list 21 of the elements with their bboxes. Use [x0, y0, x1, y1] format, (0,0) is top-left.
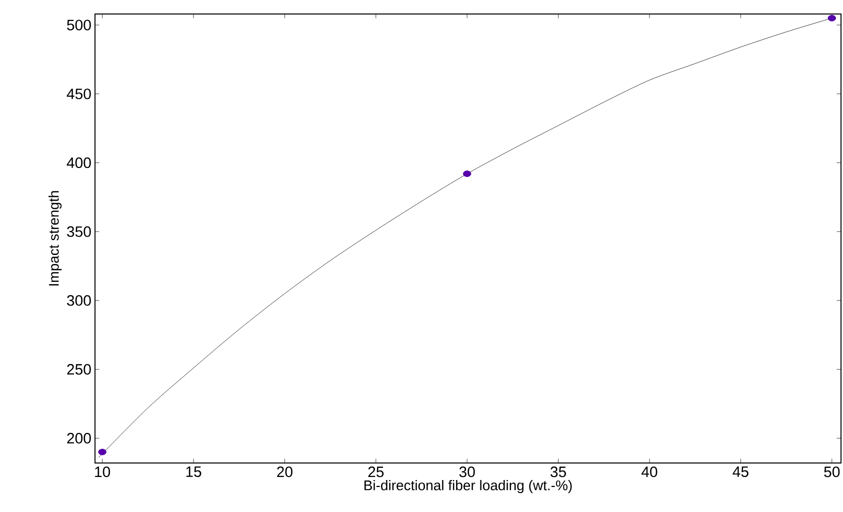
x-tick-label: 35: [550, 466, 566, 478]
x-tick-label: 20: [277, 466, 292, 478]
x-tick-label: 15: [186, 466, 202, 477]
x-axis-title: Bi-directional fiber loading (wt.-%): [364, 480, 572, 494]
x-tick-label: 10: [95, 466, 110, 478]
y-tick-label: 350: [67, 226, 91, 237]
point: [462, 170, 472, 177]
point: [98, 448, 106, 456]
y-tick-label: 250: [67, 364, 91, 375]
y-tick-label: 450: [66, 88, 91, 100]
point: [828, 14, 836, 22]
x-tick-label: 40: [641, 466, 658, 478]
x-tick-label: 50: [824, 466, 840, 478]
x-tick-label: 30: [459, 466, 475, 478]
x-tick-label: 25: [368, 466, 384, 478]
y-tick-label: 400: [66, 157, 91, 168]
y-tick-label: 500: [67, 20, 91, 30]
y-tick-label: 300: [67, 295, 91, 306]
y-axis-title: Impact strength: [48, 191, 62, 286]
x-tick-label: 45: [732, 466, 748, 477]
y-tick-label: 200: [67, 432, 91, 444]
